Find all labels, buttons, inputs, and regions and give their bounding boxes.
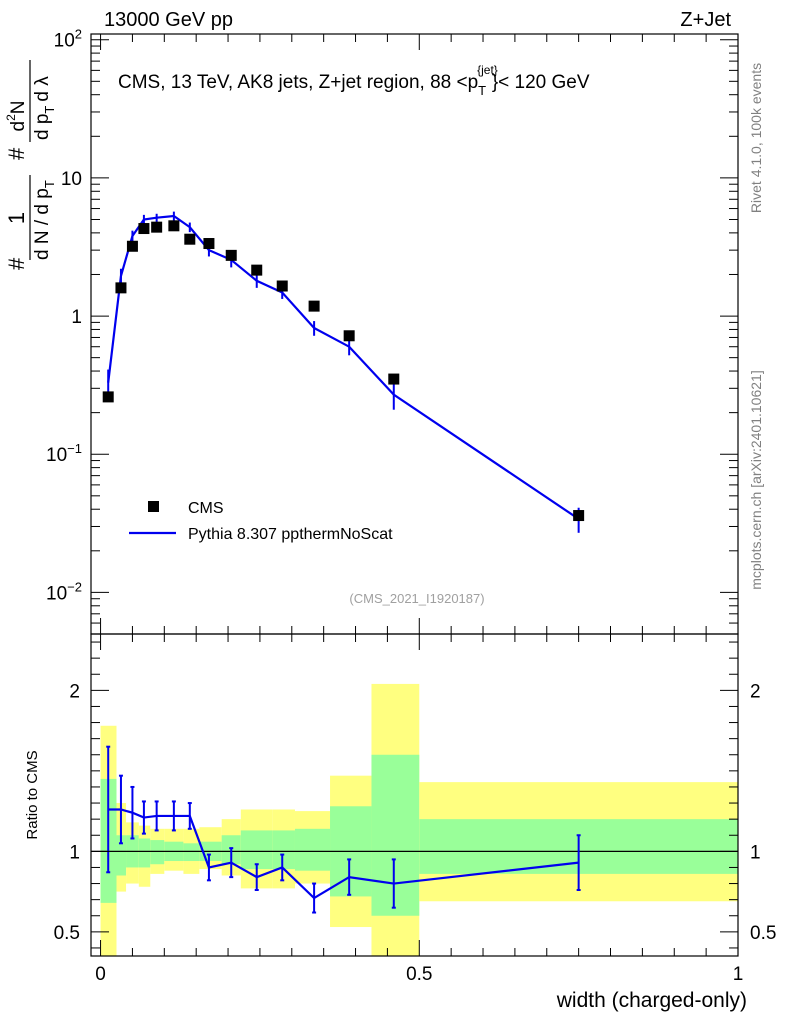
y-tick-label: 102: [54, 27, 82, 52]
cms-data-point: [138, 223, 150, 235]
cms-data-point: [388, 373, 400, 385]
cms-data-point: [184, 233, 196, 245]
mc-line: [107, 214, 580, 520]
band-inner-bin: [240, 830, 273, 870]
band-inner-bin: [138, 838, 151, 868]
cms-data-point: [203, 238, 215, 250]
svg-text:#: #: [4, 147, 29, 160]
cms-data-point: [343, 330, 355, 342]
ratio-bands: [100, 683, 738, 956]
cms-data-point: [225, 249, 237, 261]
cms-data-point: [251, 264, 263, 276]
cms-data-point: [126, 240, 138, 252]
tick-labels: 0 0.5 1 10−2 10−1 1 10 102 0.5 0.5 1 1 2 2: [46, 27, 776, 985]
legend-marker-cms: [148, 501, 159, 512]
svg-text:d2N: d2N: [4, 101, 29, 132]
analysis-id: (CMS_2021_I1920187): [349, 591, 484, 606]
band-inner-bin: [272, 830, 295, 870]
x-axis-label: width (charged-only): [556, 989, 747, 1012]
x-tick-label: 0.5: [406, 964, 432, 985]
band-inner-bin: [371, 754, 420, 916]
main-frame: [90, 33, 739, 635]
ratio-frame: [90, 633, 739, 957]
y-tick-label: 10: [61, 169, 82, 190]
band-inner-bin: [294, 828, 331, 871]
data-series: [102, 220, 585, 522]
legend: CMS Pythia 8.307 ppthermNoScat: [129, 500, 393, 543]
cms-data-point: [102, 391, 114, 403]
ratio-y-tick-label-right: 2: [750, 681, 761, 702]
svg-text:#: #: [4, 257, 29, 270]
band-inner-bin: [183, 843, 200, 862]
header-process-label: Z+Jet: [680, 9, 731, 31]
ratio-y-tick-label-right: 1: [750, 842, 761, 863]
cms-data-point: [115, 282, 127, 294]
cms-data-point: [308, 300, 320, 312]
rivet-version-label: Rivet 4.1.0, 100k events: [748, 63, 764, 213]
header-beam-label: 13000 GeV pp: [104, 9, 233, 31]
svg-text:d pTd λ: d pTd λ: [32, 76, 57, 140]
y-tick-label: 10−2: [46, 579, 82, 604]
band-inner-bin: [150, 840, 165, 865]
x-tick-label: 1: [733, 964, 744, 985]
axis-ticks: [91, 34, 739, 956]
ratio-y-tick-label: 2: [69, 681, 80, 702]
y-tick-label: 1: [71, 307, 82, 328]
band-inner-bin: [116, 835, 127, 876]
mc-series: [107, 211, 580, 533]
y-tick-label: 10−1: [46, 441, 82, 466]
ratio-y-tick-label-right: 0.5: [750, 923, 776, 944]
cms-data-point: [151, 221, 163, 233]
cms-data-point: [573, 510, 585, 522]
cms-data-point: [276, 280, 288, 292]
main-y-axis-label: # 1 d N / d pT # d2N d pTd λ: [4, 60, 57, 270]
legend-label-mc: Pythia 8.307 ppthermNoScat: [188, 526, 393, 543]
svg-text:d N / d pT: d N / d pT: [32, 180, 57, 260]
ratio-y-axis-label: Ratio to CMS: [24, 750, 41, 839]
mcplots-label: mcplots.cern.ch [arXiv:2401.10621]: [748, 370, 764, 589]
x-tick-label: 0: [95, 964, 106, 985]
plot-title: CMS, 13 TeV, AK8 jets, Z+jet region, 88 …: [118, 63, 590, 98]
ratio-y-tick-label: 1: [69, 842, 80, 863]
ratio-y-tick-label: 0.5: [54, 923, 80, 944]
svg-text:1: 1: [4, 212, 29, 224]
cms-data-point: [168, 220, 180, 232]
legend-label-cms: CMS: [188, 500, 224, 517]
